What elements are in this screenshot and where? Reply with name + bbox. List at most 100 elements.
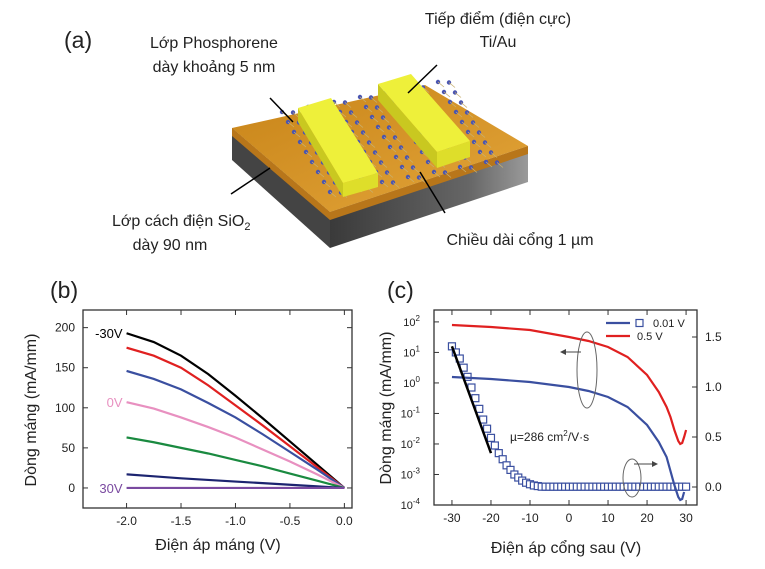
atom-bond xyxy=(333,101,341,108)
atom-bond xyxy=(461,121,469,128)
atom-bond xyxy=(427,161,435,168)
atom-bond xyxy=(470,167,478,173)
substrate-oxide-edge xyxy=(232,128,528,220)
atom-bond xyxy=(437,81,445,88)
curve-label: 30V xyxy=(99,481,122,496)
atom-bond xyxy=(380,162,388,168)
plot-frame xyxy=(433,309,698,506)
y-tick-label: 10-4 xyxy=(401,497,421,512)
atom-bond xyxy=(472,122,480,128)
atom-bond xyxy=(473,141,481,148)
atom-bond xyxy=(400,147,408,153)
label-phosphorene-line2: dày khoảng 5 nm xyxy=(153,59,276,76)
atom-bond xyxy=(329,191,337,198)
atom-bond xyxy=(418,177,426,183)
atom-bond xyxy=(386,172,394,178)
atom-bond xyxy=(406,157,414,163)
atom-bond xyxy=(448,82,456,88)
atom-bond xyxy=(311,161,319,168)
y2-tick-label: 1.0 xyxy=(705,380,722,394)
leader-line-oxide xyxy=(230,167,271,195)
legend-label: 0.01 V xyxy=(653,318,685,330)
atom-bond xyxy=(412,167,420,173)
contact-side xyxy=(343,173,378,197)
atom-bond xyxy=(368,142,376,148)
x-tick-label: 10 xyxy=(601,511,615,525)
x-tick-label: -1.5 xyxy=(171,514,192,528)
atom-bond xyxy=(287,121,295,128)
y-tick-label: 100 xyxy=(55,401,75,415)
legend-label: 0.5 V xyxy=(637,331,663,343)
y-tick-label: 10-2 xyxy=(401,436,421,451)
atom-bond xyxy=(339,111,347,118)
atom-bond xyxy=(392,182,400,188)
substrate-side-front xyxy=(232,128,330,248)
atom-bond xyxy=(455,111,463,118)
x-tick-label: 20 xyxy=(640,511,654,525)
x-tick-label: -1.0 xyxy=(225,514,246,528)
atom-bond xyxy=(484,142,492,148)
axis-indicator-ellipse xyxy=(576,331,598,409)
series-line xyxy=(126,401,345,489)
atom-bond xyxy=(344,102,352,108)
plot-frame xyxy=(82,309,353,509)
atom-bond xyxy=(449,101,457,108)
label-gate-length: Chiều dài cổng 1 µm xyxy=(446,231,593,249)
atom-bond xyxy=(460,102,468,108)
atom-bond xyxy=(496,162,504,168)
y2-tick-label: 0.0 xyxy=(705,480,722,494)
x-axis-label: Điện áp máng (V) xyxy=(155,537,280,554)
y-tick-label: 200 xyxy=(55,321,75,335)
atom-bond xyxy=(350,112,358,118)
x-tick-label: 0.0 xyxy=(336,514,353,528)
atom-bond xyxy=(359,96,367,103)
atom-bond xyxy=(467,131,475,138)
atom-bond xyxy=(401,166,409,173)
contact-side xyxy=(437,141,470,168)
atom-bond xyxy=(466,112,474,118)
atom-bond xyxy=(371,116,379,123)
label-contact-line2: Ti/Au xyxy=(480,34,517,51)
x-tick-label: -0.5 xyxy=(280,514,301,528)
atom-bond xyxy=(345,121,353,128)
panel-label-c: (c) xyxy=(387,277,414,303)
atom-bond xyxy=(478,132,486,138)
atom-bond xyxy=(374,152,382,158)
panel-label-a: (a) xyxy=(64,27,92,53)
atom-bond xyxy=(407,176,415,183)
atom-bond xyxy=(362,132,370,138)
leader-line-phosphorene xyxy=(269,97,294,123)
atom-bond xyxy=(376,107,384,113)
y-tick-label: 101 xyxy=(403,344,420,359)
atom-bond xyxy=(323,181,331,188)
atom-bond xyxy=(422,87,430,93)
panel-a-device-illustration: (a) Lớp Phosphorene dày khoảng 5 nm Tiếp… xyxy=(64,10,594,254)
curve-label: 0V xyxy=(107,395,123,410)
y-tick-label: 150 xyxy=(55,361,75,375)
data-marker xyxy=(490,441,499,450)
atom-bond xyxy=(395,156,403,163)
x-tick-label: -30 xyxy=(443,511,461,525)
leader-line-contact xyxy=(407,64,438,94)
series-line xyxy=(126,346,346,489)
data-marker xyxy=(681,482,691,491)
panel-label-b: (b) xyxy=(50,277,78,303)
y-tick-exponent: -4 xyxy=(413,497,421,506)
atom-bond xyxy=(382,117,390,123)
series-line xyxy=(451,375,686,502)
arrow-head xyxy=(560,349,566,355)
atom-bond xyxy=(485,161,493,168)
x-tick-label: -10 xyxy=(521,511,539,525)
atom-bond xyxy=(293,131,301,138)
atom-bond xyxy=(305,151,313,158)
atom-bond xyxy=(299,141,307,148)
label-phosphorene-line1: Lớp Phosphorene xyxy=(150,35,278,52)
atom-bond xyxy=(388,127,396,133)
chart-b-output-characteristics: (b) Điện áp máng (V) Dòng máng (mA/mm) -… xyxy=(23,277,353,554)
y2-tick-label: 1.5 xyxy=(705,330,722,344)
atom-bond xyxy=(444,172,452,178)
atom-bond xyxy=(356,122,364,128)
data-marker xyxy=(482,424,492,433)
x-tick-label: -2.0 xyxy=(116,514,137,528)
